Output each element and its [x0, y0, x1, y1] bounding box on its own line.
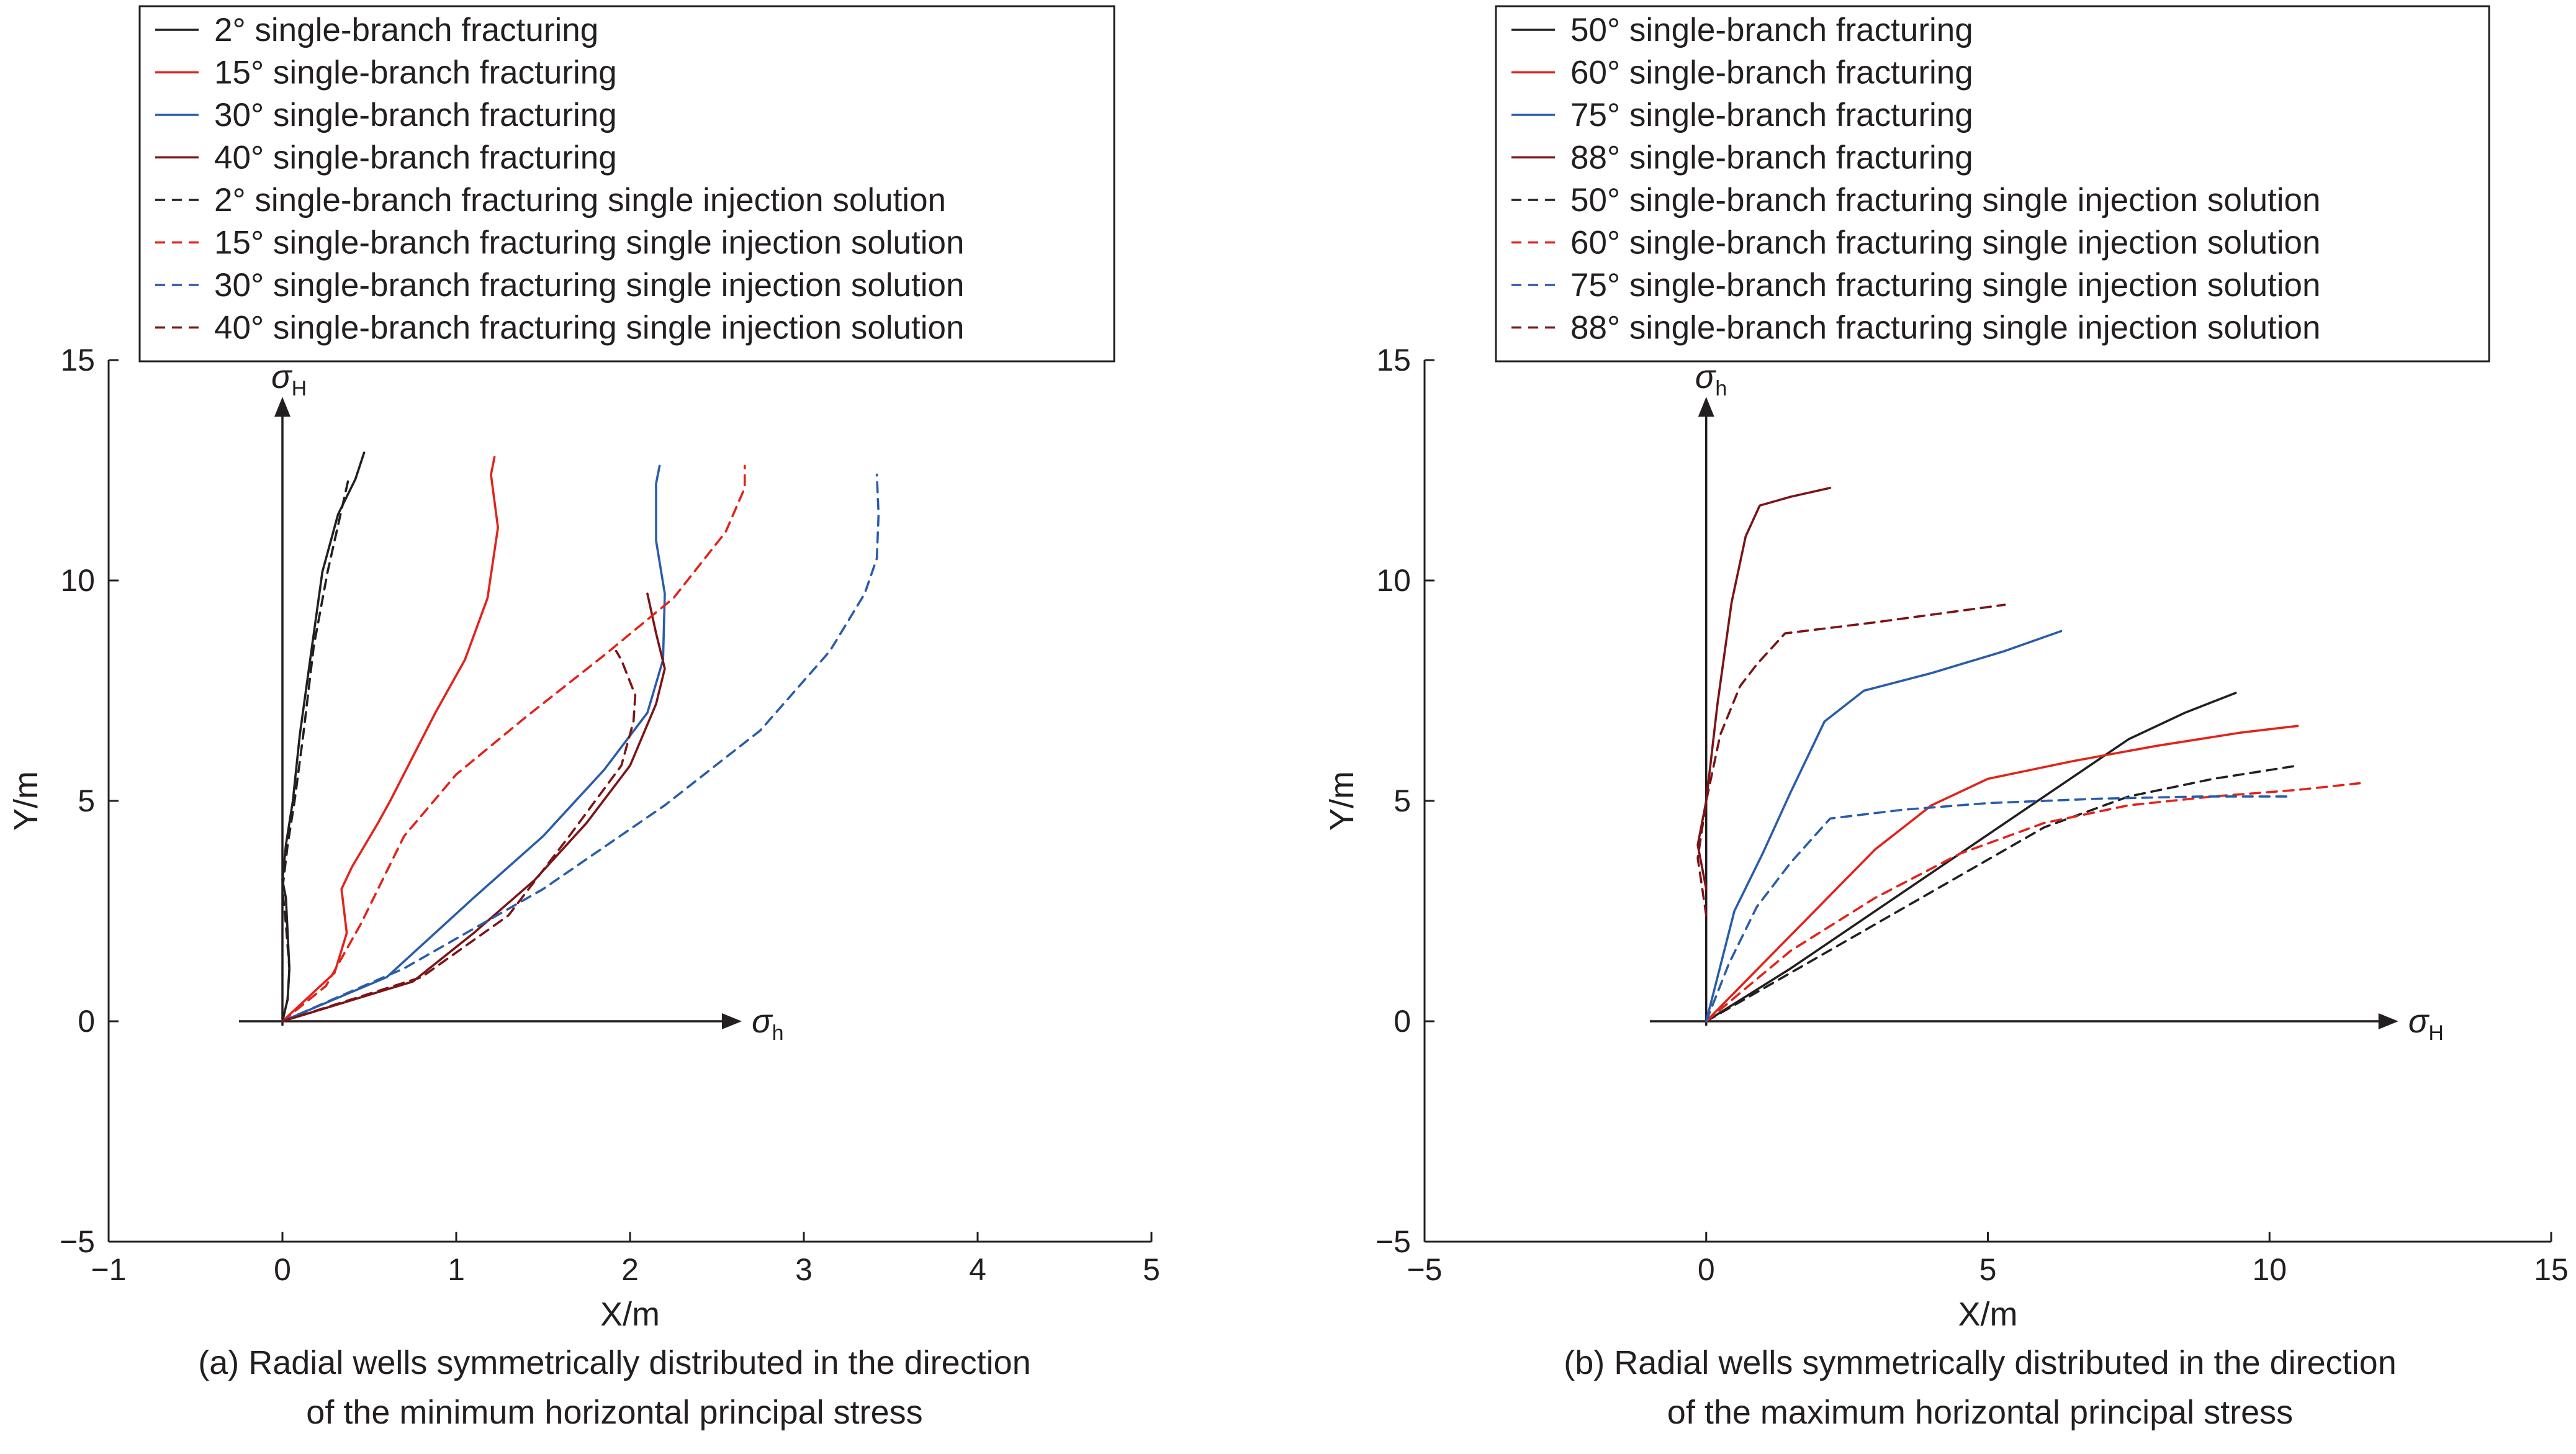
x-tick-label: 3 — [795, 1252, 813, 1287]
legend: 2° single-branch fracturing 15° single-br… — [138, 5, 1115, 363]
x-tick-label: −1 — [91, 1252, 126, 1287]
series-line-5 — [1705, 764, 2299, 1023]
series-line-3 — [281, 464, 666, 1023]
y-tick-label: 5 — [1394, 783, 1411, 818]
series-line-4 — [1696, 487, 1832, 890]
series-line-2 — [281, 456, 499, 1023]
legend-label: 75° single-branch fracturing single inje… — [1570, 267, 2321, 304]
legend-label: 30° single-branch fracturing single inje… — [214, 267, 965, 304]
legend-label: 40° single-branch fracturing single inje… — [214, 310, 965, 346]
y-tick-label: 15 — [60, 343, 95, 377]
caption-a-line2: of the minimum horizontal principal stre… — [306, 1394, 923, 1431]
x-tick-label: 15 — [2534, 1252, 2569, 1287]
x-axis-label: X/m — [600, 1296, 660, 1333]
legend-label: 15° single-branch fracturing single inje… — [214, 225, 965, 261]
y-axis-label: Y/m — [7, 771, 45, 831]
series-line-6 — [1705, 782, 2361, 1023]
legend-label: 40° single-branch fracturing — [214, 140, 617, 176]
caption-b-line1: (b) Radial wells symmetrically distribut… — [1564, 1344, 2397, 1381]
stress-label-x: σh — [752, 1003, 784, 1045]
legend-label: 88° single-branch fracturing single inje… — [1570, 310, 2321, 346]
series-line-7 — [1705, 795, 2294, 1023]
legend-label: 75° single-branch fracturing — [1570, 97, 1973, 133]
legend-label: 2° single-branch fracturing single injec… — [214, 182, 946, 219]
series-line-6 — [281, 464, 746, 1023]
y-tick-label: 10 — [1376, 563, 1411, 598]
y-tick-label: −5 — [1376, 1224, 1411, 1259]
legend-box — [1495, 5, 2490, 363]
stress-label-y: σh — [1695, 358, 1727, 400]
y-tick-label: 5 — [78, 783, 95, 818]
series-line-3 — [1705, 630, 2063, 1023]
x-tick-label: 4 — [969, 1252, 986, 1287]
series-line-4 — [281, 592, 666, 1023]
legend-label: 50° single-branch fracturing — [1570, 12, 1973, 48]
y-tick-label: 0 — [78, 1004, 95, 1039]
x-tick-label: 5 — [1143, 1252, 1160, 1287]
legend-label: 60° single-branch fracturing single inje… — [1570, 225, 2321, 261]
arrowhead-y — [1698, 397, 1714, 417]
series-line-1 — [281, 451, 366, 1023]
legend-label: 50° single-branch fracturing single inje… — [1570, 182, 2321, 219]
caption-b: (b) Radial wells symmetrically distribut… — [1415, 1338, 2545, 1437]
x-axis-label: X/m — [1958, 1296, 2017, 1333]
y-tick-label: 10 — [60, 563, 95, 598]
legend: 50° single-branch fracturing 60° single-b… — [1495, 5, 2490, 363]
arrowhead-y — [274, 397, 290, 417]
stress-label-y: σH — [271, 358, 307, 400]
series-line-5 — [281, 477, 350, 1023]
y-tick-label: 15 — [1376, 343, 1411, 377]
legend-label: 88° single-branch fracturing — [1570, 140, 1973, 176]
stress-label-x: σH — [2408, 1003, 2444, 1045]
caption-b-line2: of the maximum horizontal principal stre… — [1667, 1394, 2294, 1431]
x-tick-label: 5 — [1979, 1252, 1997, 1287]
series-line-8 — [1696, 603, 2006, 917]
legend-label: 60° single-branch fracturing — [1570, 55, 1973, 91]
legend-label: 15° single-branch fracturing — [214, 55, 617, 91]
x-tick-label: 1 — [448, 1252, 465, 1287]
caption-a: (a) Radial wells symmetrically distribut… — [50, 1338, 1179, 1437]
legend-label: 30° single-branch fracturing — [214, 97, 617, 133]
x-tick-label: −5 — [1407, 1252, 1442, 1287]
arrowhead-x — [722, 1013, 742, 1029]
legend-box — [138, 5, 1115, 363]
x-tick-label: 0 — [1698, 1252, 1715, 1287]
x-tick-label: 2 — [621, 1252, 639, 1287]
y-tick-label: −5 — [60, 1224, 95, 1259]
y-tick-label: 0 — [1394, 1004, 1411, 1039]
x-tick-label: 10 — [2252, 1252, 2287, 1287]
legend-label: 2° single-branch fracturing — [214, 12, 598, 48]
series-line-7 — [281, 473, 880, 1023]
series-line-2 — [1705, 725, 2299, 1023]
arrowhead-x — [2378, 1013, 2398, 1029]
x-tick-label: 0 — [274, 1252, 291, 1287]
series-line-1 — [1705, 692, 2237, 1023]
caption-a-line1: (a) Radial wells symmetrically distribut… — [198, 1344, 1031, 1381]
y-axis-label: Y/m — [1323, 771, 1361, 831]
series-line-8 — [281, 649, 637, 1023]
